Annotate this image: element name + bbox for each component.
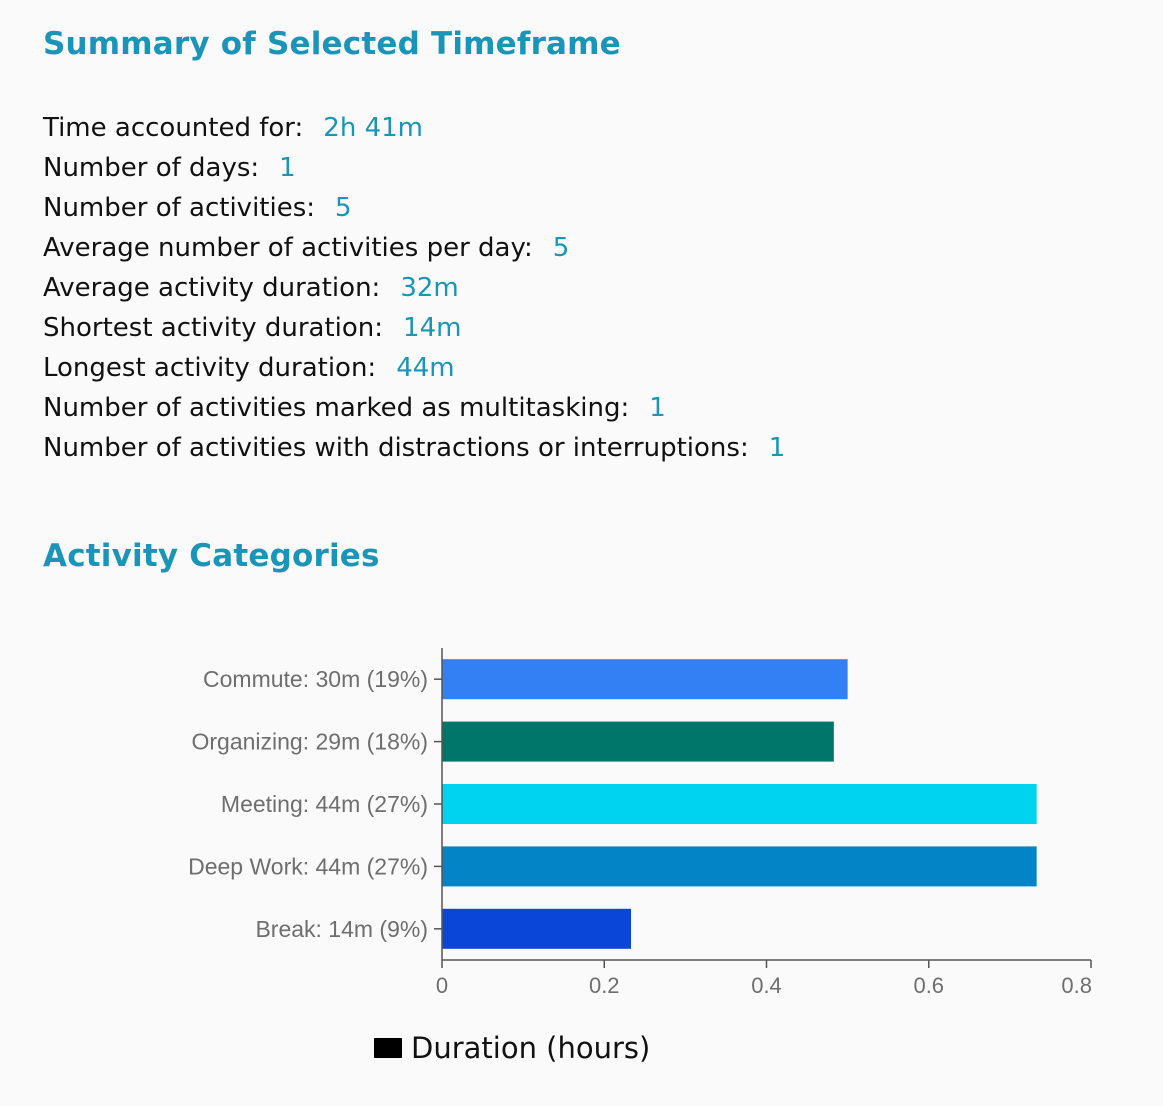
bar[interactable]: [442, 846, 1037, 886]
stat-value: 5: [335, 193, 352, 223]
category-label: Meeting: 44m (27%): [221, 791, 428, 817]
stat-value: 32m: [400, 273, 458, 303]
bar[interactable]: [442, 722, 834, 762]
stat-value: 5: [553, 233, 570, 263]
stat-value: 44m: [396, 353, 454, 383]
stat-label: Number of activities marked as multitask…: [43, 393, 629, 423]
stat-value: 1: [649, 393, 666, 423]
stat-label: Average activity duration:: [43, 273, 380, 303]
x-tick-label: 0.8: [1061, 973, 1092, 998]
stat-multitasking: Number of activities marked as multitask…: [43, 388, 785, 428]
summary-stats: Time accounted for: 2h 41m Number of days…: [43, 108, 785, 468]
legend-label: Duration (hours): [411, 1031, 650, 1065]
stat-avg-duration: Average activity duration: 32m: [43, 268, 785, 308]
stat-value: 2h 41m: [323, 113, 423, 143]
x-tick-label: 0.6: [913, 973, 944, 998]
bar[interactable]: [442, 659, 848, 699]
stat-label: Number of days:: [43, 153, 259, 183]
category-label: Deep Work: 44m (27%): [188, 853, 428, 879]
stat-label: Average number of activities per day:: [43, 233, 533, 263]
x-tick-label: 0: [436, 973, 448, 998]
stat-label: Number of activities:: [43, 193, 315, 223]
x-tick-label: 0.2: [589, 973, 620, 998]
chart-legend[interactable]: Duration (hours): [374, 1028, 650, 1068]
category-label: Commute: 30m (19%): [203, 666, 428, 692]
categories-title: Activity Categories: [43, 538, 380, 574]
category-label: Organizing: 29m (18%): [192, 729, 429, 755]
stat-distractions: Number of activities with distractions o…: [43, 428, 785, 468]
x-tick-label: 0.4: [751, 973, 782, 998]
legend-swatch: [374, 1038, 402, 1058]
stat-value: 14m: [403, 313, 461, 343]
stat-label: Number of activities with distractions o…: [43, 433, 749, 463]
stat-label: Longest activity duration:: [43, 353, 376, 383]
stat-longest-duration: Longest activity duration: 44m: [43, 348, 785, 388]
stat-time-accounted: Time accounted for: 2h 41m: [43, 108, 785, 148]
stat-number-of-activities: Number of activities: 5: [43, 188, 785, 228]
bar[interactable]: [442, 784, 1037, 824]
stat-avg-activities-per-day: Average number of activities per day: 5: [43, 228, 785, 268]
activity-categories-chart: Commute: 30m (19%) Organizing: 29m (18%) M…: [0, 620, 1163, 1010]
stat-label: Time accounted for:: [43, 113, 303, 143]
stat-value: 1: [769, 433, 786, 463]
category-label: Break: 14m (9%): [255, 916, 428, 942]
bar[interactable]: [442, 909, 631, 949]
summary-title: Summary of Selected Timeframe: [43, 26, 621, 62]
stat-value: 1: [279, 153, 296, 183]
stat-number-of-days: Number of days: 1: [43, 148, 785, 188]
stat-shortest-duration: Shortest activity duration: 14m: [43, 308, 785, 348]
stat-label: Shortest activity duration:: [43, 313, 383, 343]
